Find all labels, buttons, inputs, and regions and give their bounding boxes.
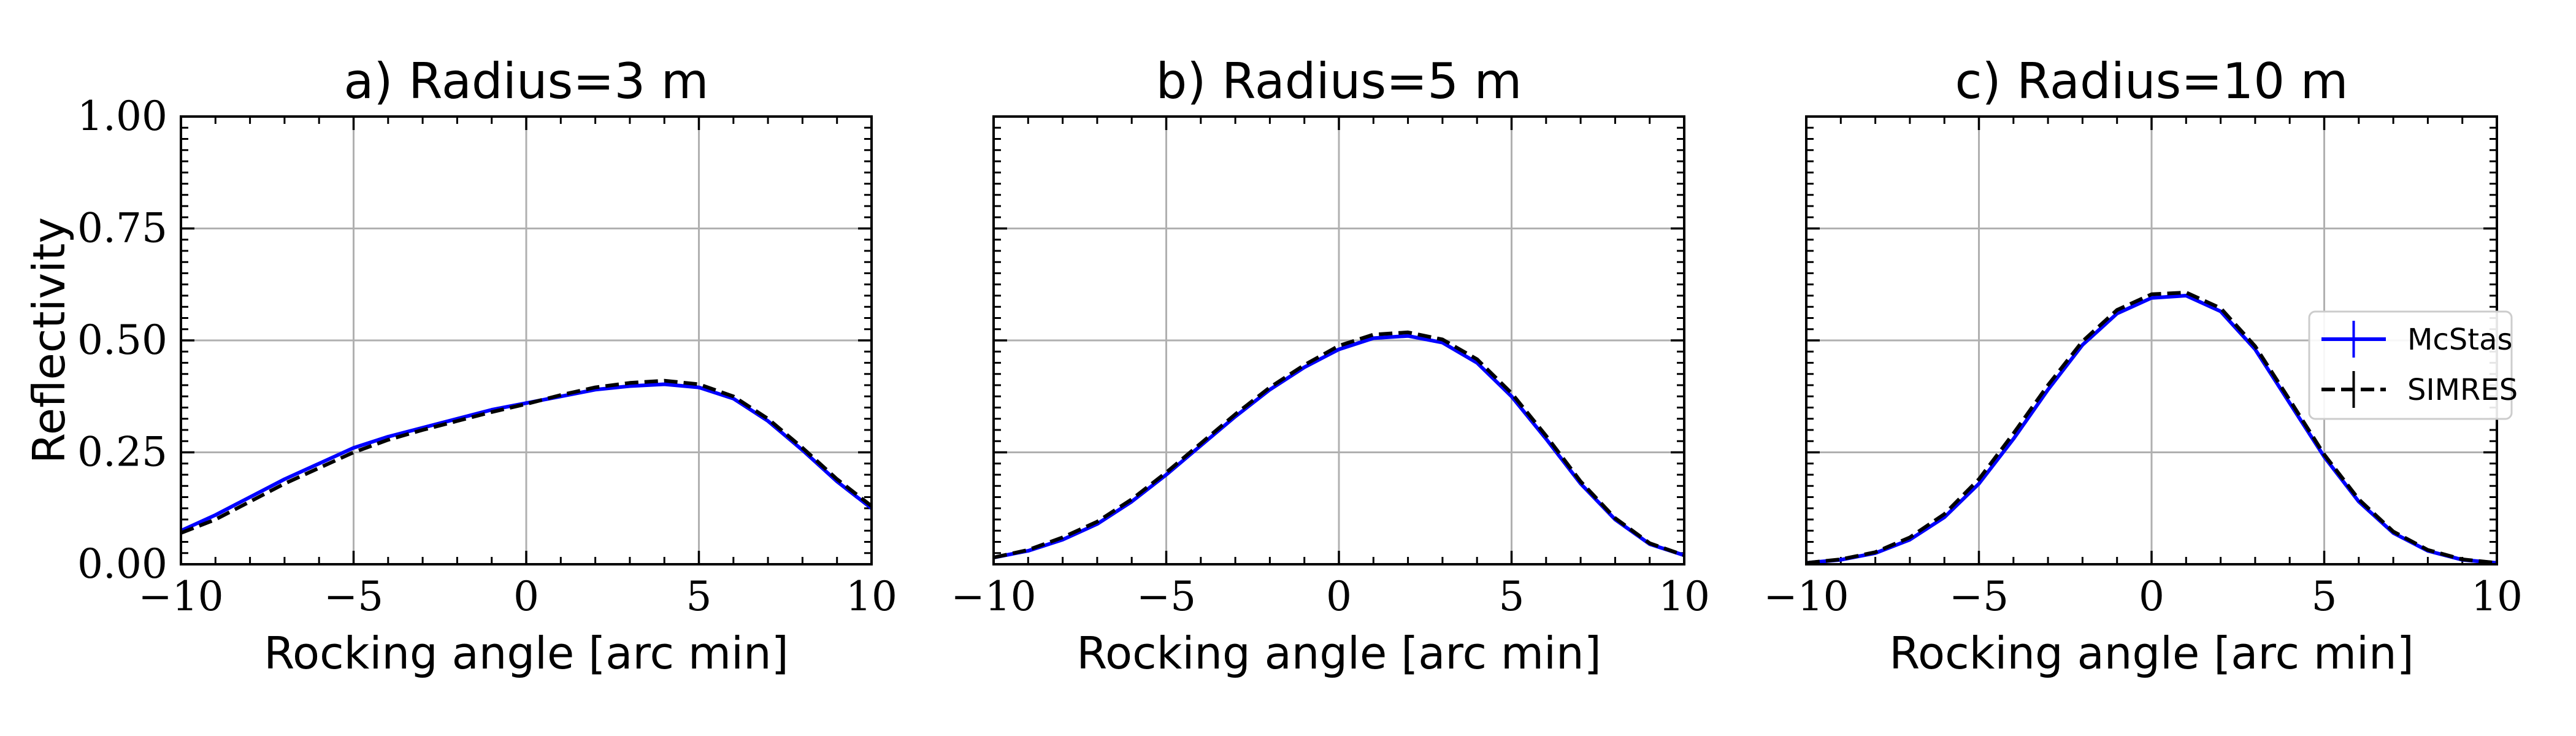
y-axis-label: Reflectivity [23,217,75,464]
series-line-simres [993,330,1685,559]
y-tick-label: 0.00 [77,540,167,588]
series-line-simres [1806,290,2497,565]
x-tick-label: 5 [686,573,712,620]
chart-panel-1: −10 −5 0 5 10 0.00 0.25 0.50 0.75 1.00 a) Radius=3… [23,53,897,679]
plot-frame [992,115,1685,565]
y-tick-label: 0.50 [77,316,167,364]
x-tick-label: 10 [1658,573,1710,620]
series-line-simres [180,378,873,535]
x-tick-label: 0 [2139,573,2164,620]
x-tick-label: −10 [138,573,223,620]
y-tick-label: 1.00 [77,93,167,140]
x-tick-label: 0 [1326,573,1352,620]
plot-frame [180,115,873,565]
x-tick-label: 10 [2471,573,2523,620]
chart-title: c) Radius=10 m [1955,53,2348,110]
legend-label-mcstas: McStas [2407,323,2513,357]
y-tick-label: 0.25 [77,429,167,476]
x-tick-label: 5 [2312,573,2337,620]
legend: McStas SIMRES [2308,310,2518,420]
x-axis-label: Rocking angle [arc min] [264,627,789,679]
x-tick-label: −5 [1137,573,1196,620]
chart-title: a) Radius=3 m [343,53,708,110]
x-tick-label: −5 [1949,573,2009,620]
x-tick-label: −5 [324,573,383,620]
x-tick-label: −10 [1763,573,1849,620]
panels: −10 −5 0 5 10 0.00 0.25 0.50 0.75 1.00 a) Radius=3… [23,53,2523,679]
chart-panel-2: −10 −5 0 5 10 b) Radius=5 m Rocking angle [arc… [951,53,1710,679]
x-axis-label: Rocking angle [arc min] [1889,627,2414,679]
x-axis-label: Rocking angle [arc min] [1076,627,1601,679]
x-tick-label: 0 [513,573,539,620]
x-tick-label: 10 [846,573,897,620]
legend-label-simres: SIMRES [2407,373,2518,407]
x-tick-label: −10 [951,573,1036,620]
x-tick-label: 5 [1499,573,1525,620]
chart-title: b) Radius=5 m [1156,53,1522,110]
chart-panel-3: −10 −5 0 5 10 c) Radius=10 m Rocking angle [ar… [1763,53,2523,679]
y-tick-label: 0.75 [77,205,167,252]
